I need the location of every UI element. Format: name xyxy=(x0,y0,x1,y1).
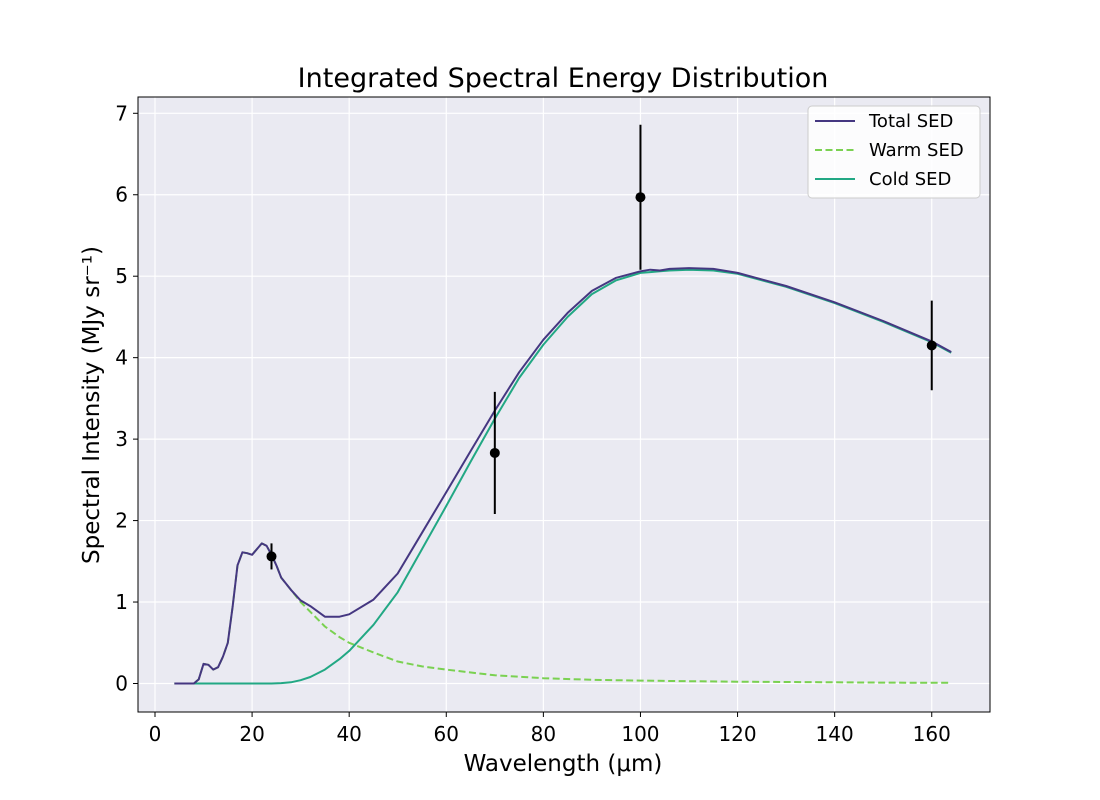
observation-points xyxy=(266,124,937,570)
observation-point xyxy=(489,447,500,458)
observation-point xyxy=(635,192,646,203)
legend-box xyxy=(807,105,981,199)
x-tick-label: 0 xyxy=(149,722,162,746)
x-tick-label: 40 xyxy=(336,722,361,746)
y-tick-label: 7 xyxy=(115,101,128,125)
legend-label: Warm SED xyxy=(869,140,964,161)
series-line-cold-sed xyxy=(174,268,952,685)
y-tick-label: 3 xyxy=(115,427,128,451)
x-tick-label: 120 xyxy=(718,722,756,746)
x-tick-label: 80 xyxy=(531,722,556,746)
y-tick-label: 5 xyxy=(115,264,128,288)
y-tick-label: 0 xyxy=(115,671,128,695)
series-lines xyxy=(174,267,952,685)
x-tick-label: 160 xyxy=(913,722,951,746)
observation-point xyxy=(926,340,937,351)
chart-title: Integrated Spectral Energy Distribution xyxy=(298,63,829,94)
y-tick-label: 4 xyxy=(115,346,128,370)
y-tick-label: 2 xyxy=(115,509,128,533)
series-line-total-sed xyxy=(174,267,952,685)
observation-point xyxy=(266,551,277,562)
y-axis-label: Spectral Intensity (MJy sr⁻¹) xyxy=(79,246,105,564)
legend-label: Total SED xyxy=(868,111,953,132)
x-tick-label: 20 xyxy=(239,722,264,746)
legend-label: Cold SED xyxy=(869,169,951,190)
x-axis-ticks: 0 20 40 60 80 100 120 140 160 xyxy=(149,712,951,746)
plot-frame xyxy=(137,96,991,713)
x-tick-label: 60 xyxy=(434,722,459,746)
plot-area xyxy=(138,97,990,712)
y-tick-label: 1 xyxy=(115,590,128,614)
x-axis-label: Wavelength (μm) xyxy=(464,751,663,777)
x-tick-label: 140 xyxy=(816,722,854,746)
x-tick-label: 100 xyxy=(621,722,659,746)
grid xyxy=(138,97,990,712)
y-axis-ticks: 0 1 2 3 4 5 6 7 xyxy=(115,101,138,695)
y-tick-label: 6 xyxy=(115,183,128,207)
legend: Total SED Warm SED Cold SED xyxy=(807,105,981,199)
